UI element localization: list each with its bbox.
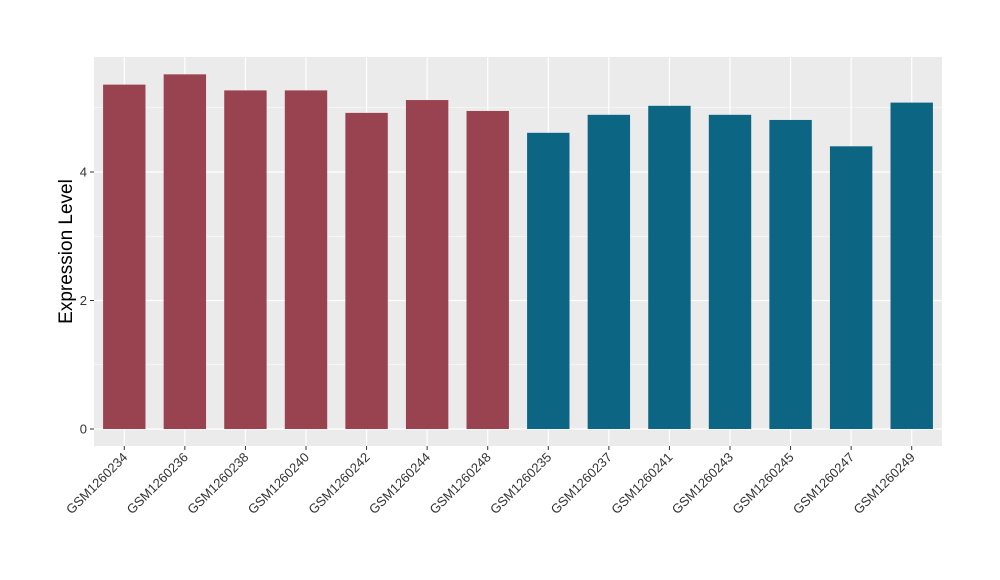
bar-GSM1260245 bbox=[769, 119, 812, 430]
bar-GSM1260243 bbox=[708, 114, 752, 429]
bar-GSM1260236 bbox=[163, 74, 207, 429]
x-tick-label: GSM1260234 bbox=[63, 450, 130, 517]
y-tick-label: 0 bbox=[80, 422, 87, 437]
x-tick-label: GSM1260244 bbox=[366, 450, 433, 517]
bar-GSM1260238 bbox=[224, 90, 267, 429]
x-tick-label: GSM1260236 bbox=[124, 450, 191, 517]
bar-GSM1260241 bbox=[648, 105, 691, 429]
x-tick-label: GSM1260247 bbox=[790, 450, 857, 517]
x-tick-label: GSM1260243 bbox=[669, 450, 736, 517]
bar-GSM1260249 bbox=[890, 102, 933, 430]
bar-GSM1260234 bbox=[103, 84, 146, 430]
y-axis: 0 2 4 bbox=[80, 165, 94, 437]
x-tick-label: GSM1260249 bbox=[850, 450, 917, 517]
bar-GSM1260247 bbox=[829, 146, 873, 430]
bar-GSM1260244 bbox=[405, 100, 449, 429]
plot-panel bbox=[94, 57, 942, 446]
bar-GSM1260235 bbox=[527, 132, 570, 429]
x-tick-label: GSM1260245 bbox=[729, 450, 796, 517]
x-axis: GSM1260234GSM1260236GSM1260238GSM1260240… bbox=[63, 446, 918, 517]
x-tick-label: GSM1260235 bbox=[487, 450, 554, 517]
x-tick-label: GSM1260248 bbox=[426, 450, 493, 517]
y-tick-label: 4 bbox=[80, 165, 87, 180]
bar-GSM1260242 bbox=[345, 112, 388, 429]
bar-GSM1260237 bbox=[587, 114, 631, 429]
bar-GSM1260240 bbox=[284, 90, 328, 429]
x-tick-label: GSM1260241 bbox=[608, 450, 675, 517]
x-tick-label: GSM1260238 bbox=[184, 450, 251, 517]
x-tick-label: GSM1260242 bbox=[305, 450, 372, 517]
x-tick-label: GSM1260237 bbox=[548, 450, 615, 517]
y-axis-title: Expression Level bbox=[56, 179, 77, 324]
y-tick-label: 2 bbox=[80, 293, 87, 308]
bar-GSM1260248 bbox=[466, 110, 509, 430]
bars bbox=[103, 74, 933, 430]
x-tick-label: GSM1260240 bbox=[245, 450, 312, 517]
